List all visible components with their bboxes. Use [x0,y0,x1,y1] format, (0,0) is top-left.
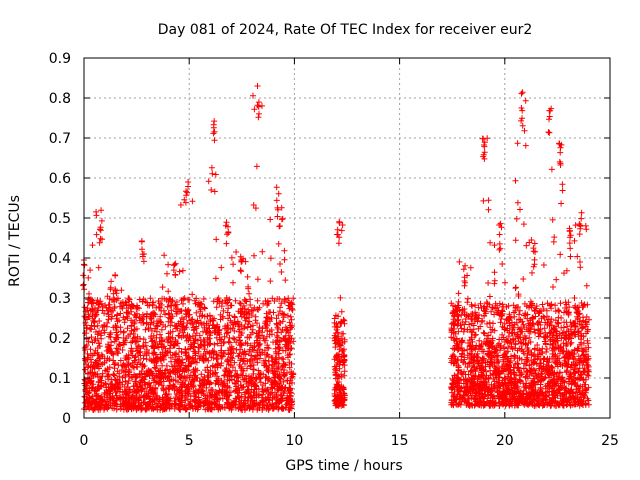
y-tick-label: 0.4 [49,251,71,267]
x-tick-label: 10 [285,433,303,449]
y-tick-label: 0.9 [49,51,71,67]
axis-ticks: 0 0.1 0.2 0.3 0.4 0.5 0.6 0.7 0.8 0.9 0 5 10 15 20 25 [49,51,619,449]
y-axis-label: ROTI / TECUs [7,195,23,287]
y-tick-label: 0.8 [49,91,71,107]
y-tick-label: 0.6 [49,171,71,187]
x-tick-label: 5 [185,433,194,449]
x-tick-label: 25 [601,433,619,449]
y-tick-label: 0.5 [49,211,71,227]
scatter-points [80,83,592,413]
y-tick-label: 0.3 [49,291,71,307]
x-tick-label: 15 [391,433,409,449]
y-tick-label: 0.1 [49,371,71,387]
plot-frame [83,57,611,419]
x-tick-label: 20 [496,433,514,449]
y-tick-label: 0 [62,411,71,427]
x-tick-label: 0 [80,433,89,449]
y-tick-label: 0.7 [49,131,71,147]
data-points [80,83,592,413]
x-axis-label: GPS time / hours [285,458,402,474]
y-tick-label: 0.2 [49,331,71,347]
chart-title: Day 081 of 2024, Rate Of TEC Index for r… [158,22,533,38]
